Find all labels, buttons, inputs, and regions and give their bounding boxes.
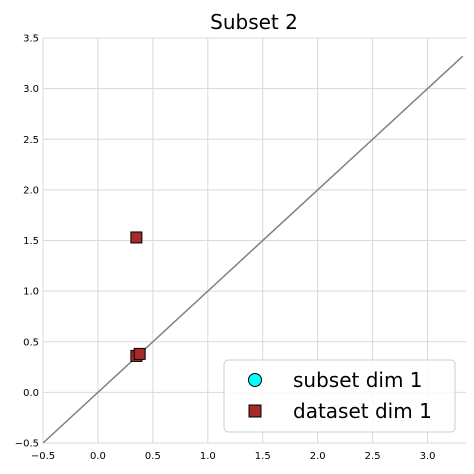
y-tick-label: 0.5: [23, 337, 39, 348]
legend-label: subset dim 1: [293, 368, 423, 392]
y-tick-label: 2.0: [23, 185, 39, 196]
reference-line-layer: [42, 55, 464, 444]
data-point: [133, 347, 146, 360]
x-tick-label: 2.5: [365, 451, 381, 462]
grid: [42, 37, 466, 444]
legend-marker-circle: [248, 373, 262, 387]
y-tick-label: 3.0: [23, 84, 39, 95]
legend-marker-square: [248, 404, 262, 418]
x-tick-label: 0.0: [90, 451, 106, 462]
x-tick-label: 2.0: [310, 451, 326, 462]
x-tick-label: 1.0: [200, 451, 216, 462]
legend: subset dim 1 dataset dim 1: [223, 359, 456, 433]
y-tick-label: 0.0: [23, 388, 39, 399]
data-points: [130, 231, 146, 362]
y-tick-label: 1.5: [23, 236, 39, 247]
legend-frame: [223, 359, 456, 433]
legend-label: dataset dim 1: [293, 399, 432, 423]
y-tick-label: 3.5: [23, 34, 39, 45]
reference-line: [42, 55, 464, 444]
x-tick-label: 0.5: [145, 451, 161, 462]
y-tick-label: 2.5: [23, 135, 39, 146]
y-tick-label: −0.5: [15, 439, 39, 450]
y-tick-label: 1.0: [23, 287, 39, 298]
chart-title: Subset 2: [210, 10, 298, 34]
data-point: [130, 231, 143, 244]
x-tick-label: 3.0: [420, 451, 436, 462]
x-tick-label: −0.5: [31, 451, 55, 462]
x-tick-label: 1.5: [255, 451, 271, 462]
tick-labels: −0.5 0.0 0.5 1.0 1.5 2.0 2.5 3.0 −0.5 0.0 0.5 1.0 1.…: [15, 34, 436, 463]
